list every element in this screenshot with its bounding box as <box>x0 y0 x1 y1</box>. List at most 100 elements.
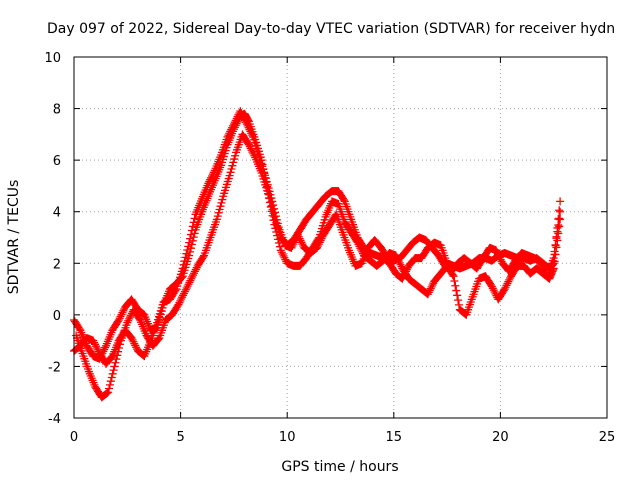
data-point-interp <box>207 171 216 180</box>
data-point-interp <box>243 121 252 130</box>
data-point <box>127 334 136 343</box>
data-point-interp <box>488 284 497 293</box>
data-point-interp <box>238 110 247 119</box>
x-axis-label: GPS time / hours <box>281 459 398 475</box>
data-point-interp <box>182 283 191 292</box>
data-point-interp <box>552 234 561 243</box>
data-point-interp <box>130 339 139 348</box>
data-point <box>556 207 565 216</box>
data-point <box>187 274 196 283</box>
data-point-interp <box>191 265 200 274</box>
data-point-interp <box>288 241 297 250</box>
series-trace-b <box>72 130 565 402</box>
data-point <box>236 107 245 116</box>
y-tick-label: 6 <box>53 154 61 169</box>
x-tick-label: 25 <box>599 430 616 445</box>
data-point-interp <box>189 271 198 280</box>
data-point-interp <box>248 131 257 140</box>
data-point-interp <box>551 240 560 249</box>
data-point-interp <box>503 279 512 288</box>
data-point-interp <box>135 314 144 323</box>
data-point-interp <box>427 282 436 291</box>
data-point-interp <box>118 308 127 317</box>
data-point-interp <box>250 151 259 160</box>
data-point-interp <box>181 285 190 294</box>
data-point-interp <box>555 214 564 223</box>
data-point <box>174 300 183 309</box>
data-point-interp <box>106 377 115 386</box>
data-point-interp <box>275 242 284 251</box>
data-point-interp <box>109 366 118 375</box>
data-point-interp <box>175 298 184 307</box>
data-point-interp <box>297 238 306 247</box>
data-point-interp <box>186 230 195 239</box>
data-point-interp <box>450 276 459 285</box>
data-point-interp <box>186 276 195 285</box>
data-point-interp <box>225 129 234 138</box>
data-point-interp <box>208 170 217 179</box>
data-marks <box>70 107 565 402</box>
data-point <box>449 272 458 281</box>
data-point-interp <box>461 310 470 319</box>
data-point-interp <box>247 146 256 155</box>
data-point-interp <box>179 291 188 300</box>
data-point <box>242 120 251 129</box>
y-tick-label: 4 <box>53 206 61 221</box>
data-point-interp <box>178 293 187 302</box>
data-point-interp <box>277 248 286 257</box>
data-point-interp <box>117 310 126 319</box>
data-point-interp <box>209 168 218 177</box>
data-point-interp <box>237 108 246 117</box>
data-point-interp <box>115 314 124 323</box>
data-point-interp <box>428 281 437 290</box>
data-point-interp <box>176 296 185 305</box>
data-point-interp <box>126 313 135 322</box>
data-point-interp <box>505 275 514 284</box>
data-point <box>487 282 496 291</box>
data-point-interp <box>426 284 435 293</box>
data-point-interp <box>494 251 503 260</box>
data-point-interp <box>454 296 463 305</box>
data-point-interp <box>245 125 254 134</box>
data-point <box>500 285 509 294</box>
y-axis-label: SDTVAR / TECUs <box>6 180 22 295</box>
data-point <box>244 140 253 149</box>
data-point-interp <box>190 269 199 278</box>
data-point-interp <box>501 283 510 292</box>
x-tick-label: 15 <box>386 430 403 445</box>
data-point-interp <box>317 234 326 243</box>
data-point-interp <box>339 195 348 204</box>
data-point-interp <box>91 340 100 349</box>
data-point-interp <box>273 219 282 228</box>
data-point <box>287 243 296 252</box>
data-point-interp <box>452 286 461 295</box>
data-point-interp <box>90 338 99 347</box>
data-point-interp <box>199 253 208 262</box>
x-tick-label: 0 <box>70 430 78 445</box>
data-point-interp <box>179 289 188 298</box>
data-point-interp <box>105 380 114 389</box>
data-point-interp <box>278 250 287 259</box>
data-point-interp <box>272 215 281 224</box>
data-point-interp <box>245 142 254 151</box>
series-trace-c <box>70 107 565 368</box>
data-point-interp <box>453 291 462 300</box>
data-point <box>223 132 232 141</box>
data-point-interp <box>247 129 256 138</box>
data-point <box>276 246 285 255</box>
data-point-interp <box>227 125 236 134</box>
y-tick-label: -2 <box>48 360 61 375</box>
data-point-interp <box>111 358 120 367</box>
data-point-interp <box>230 118 239 127</box>
data-point-interp <box>493 250 502 259</box>
data-point-interp <box>177 295 186 304</box>
data-point-interp <box>181 253 190 262</box>
data-point-interp <box>240 116 249 125</box>
data-point-interp <box>93 345 102 354</box>
data-point-interp <box>128 335 137 344</box>
data-point-interp <box>187 226 196 235</box>
data-point-interp <box>490 288 499 297</box>
y-tick-label: 2 <box>53 257 61 272</box>
data-point-interp <box>489 286 498 295</box>
x-tick-label: 5 <box>176 430 184 445</box>
